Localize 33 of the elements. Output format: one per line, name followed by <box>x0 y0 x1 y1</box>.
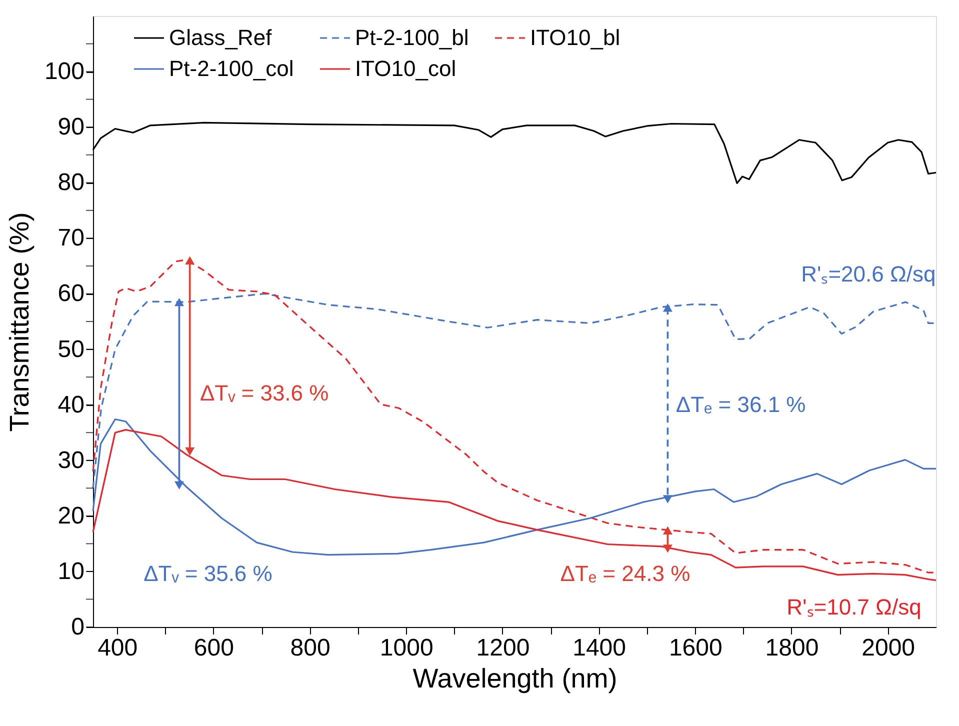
legend-label: ITO10_col <box>355 56 456 81</box>
y-tick-label: 80 <box>58 169 84 196</box>
legend-label: Glass_Ref <box>169 25 273 50</box>
annotation: R'ₛ=10.7 Ω/sq <box>786 594 922 620</box>
x-tick-label: 600 <box>194 634 234 662</box>
annotation: ΔTᵥ = 33.6 % <box>200 380 329 406</box>
x-tick-label: 1400 <box>572 634 626 662</box>
y-tick-label: 20 <box>58 502 84 530</box>
y-tick-label: 30 <box>58 446 84 474</box>
x-axis-title: Wavelength (nm) <box>412 664 618 694</box>
annotation: R'ₛ=20.6 Ω/sq <box>801 261 936 286</box>
x-tick-label: 400 <box>98 634 138 662</box>
y-tick-label: 40 <box>58 391 84 418</box>
y-tick-label: 90 <box>58 114 84 141</box>
y-tick-label: 50 <box>58 336 84 363</box>
x-tick-label: 1000 <box>380 634 434 662</box>
y-tick-label: 60 <box>58 280 84 308</box>
annotation: ΔTᵥ = 35.6 % <box>144 561 272 586</box>
y-tick-label: 100 <box>44 58 84 86</box>
annotation: ΔTₑ = 36.1 % <box>676 392 806 417</box>
y-axis-title: Transmittance (%) <box>4 212 34 432</box>
x-tick-label: 1800 <box>765 634 819 662</box>
legend-label: ITO10_bl <box>530 25 620 50</box>
y-tick-label: 70 <box>58 224 84 252</box>
x-tick-label: 800 <box>290 634 330 662</box>
x-tick-label: 1600 <box>668 634 722 662</box>
y-tick-label: 10 <box>58 558 84 585</box>
x-tick-label: 1200 <box>476 634 530 662</box>
x-tick-label: 2000 <box>862 634 916 662</box>
legend-label: Pt-2-100_col <box>169 56 294 81</box>
legend-label: Pt-2-100_bl <box>355 25 469 50</box>
y-tick-label: 0 <box>71 614 84 640</box>
annotation: ΔTₑ = 24.3 % <box>560 561 690 586</box>
